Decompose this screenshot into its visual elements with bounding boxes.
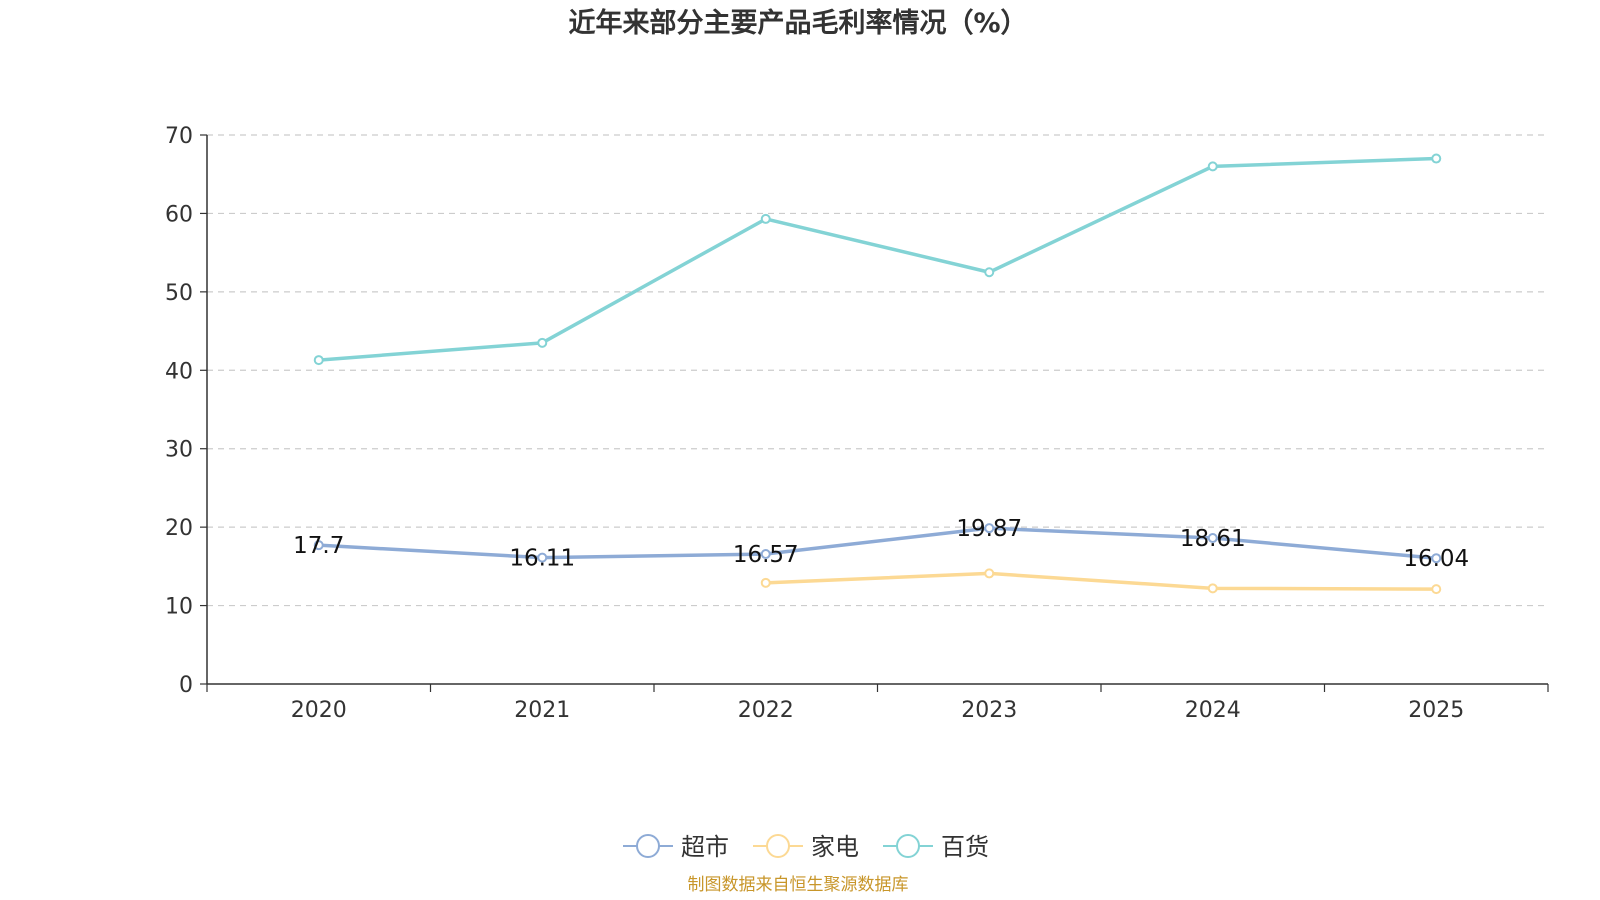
series-超市 [313,523,1442,564]
legend-item-超市[interactable]: 超市 [623,833,729,861]
series-lines [313,153,1442,595]
x-tick-label: 2025 [1408,698,1464,723]
series-家电 [760,568,1442,595]
y-tick-label: 40 [165,359,193,384]
data-point[interactable] [1431,153,1442,164]
legend-marker [766,834,790,858]
y-tick-label: 70 [165,124,193,149]
series-line [318,526,1437,560]
x-tick-label: 2023 [961,698,1017,723]
legend[interactable]: 超市 家电 百货 [623,833,989,861]
data-label: 17.7 [293,533,344,559]
data-label: 16.04 [1403,546,1469,572]
legend-marker [896,834,920,858]
legend-marker [636,834,660,858]
data-point[interactable] [760,549,771,560]
x-tick-label: 2022 [738,698,794,723]
y-tick-label: 20 [165,516,193,541]
x-tick-label: 2020 [291,698,347,723]
data-label: 16.57 [733,542,799,568]
series-line [318,156,1437,362]
data-point[interactable] [1431,553,1442,564]
x-tick-label: 2024 [1185,698,1241,723]
y-tick-label: 60 [165,202,193,227]
data-point[interactable] [760,213,771,224]
data-point[interactable] [1207,161,1218,172]
data-point[interactable] [1431,584,1442,595]
chart-title: 近年来部分主要产品毛利率情况（%） [568,7,1027,39]
y-tick-label: 30 [165,438,193,463]
data-label: 18.61 [1180,526,1246,552]
legend-item-家电[interactable]: 家电 [753,833,859,861]
legend-label: 家电 [811,833,859,861]
source-note: 制图数据来自恒生聚源数据库 [688,875,909,895]
y-tick-label: 50 [165,281,193,306]
data-point[interactable] [984,523,995,534]
y-tick-label: 10 [165,595,193,620]
data-point[interactable] [1207,533,1218,544]
data-point[interactable] [760,577,771,588]
series-line [765,571,1437,591]
legend-label: 百货 [941,833,989,861]
axes: 0 10 20 30 40 50 60 70 2020 2021 2022 2023 2024 2025 [165,124,1549,723]
data-point[interactable] [537,337,548,348]
grid-lines [207,134,1548,607]
y-tick-label: 0 [179,673,193,698]
data-label: 19.87 [956,516,1022,542]
data-point[interactable] [313,355,324,366]
x-tick-label: 2021 [514,698,570,723]
data-point[interactable] [984,568,995,579]
legend-label: 超市 [681,833,729,861]
series-百货 [313,153,1442,366]
data-point[interactable] [1207,583,1218,594]
data-label: 16.11 [509,546,575,572]
data-point[interactable] [313,540,324,551]
data-point[interactable] [984,267,995,278]
legend-item-百货[interactable]: 百货 [883,833,989,861]
data-point[interactable] [537,552,548,563]
data-labels: 17.7 16.11 16.57 19.87 18.61 16.04 [293,516,1469,572]
